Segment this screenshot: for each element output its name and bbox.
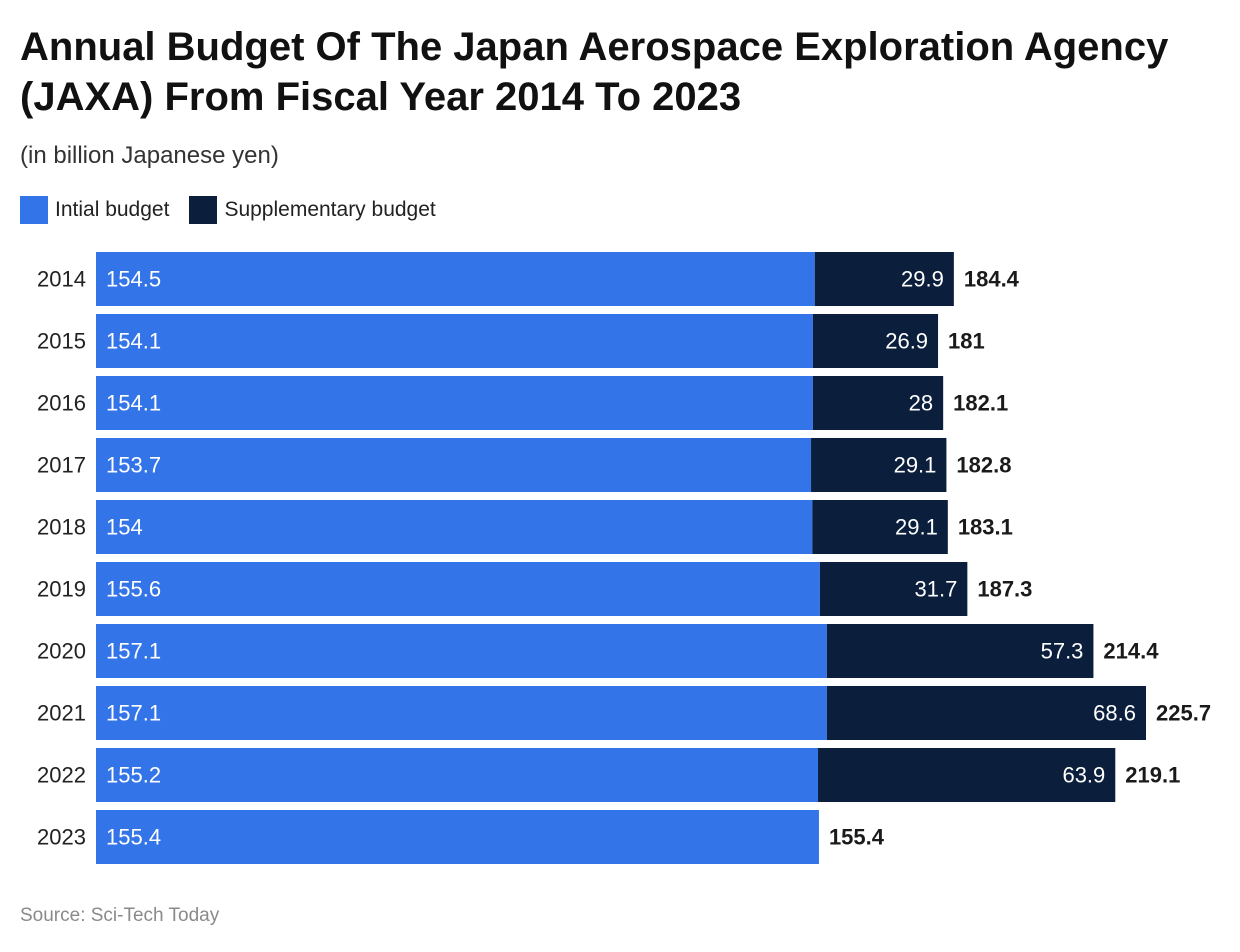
total-label: 225.7 — [1156, 701, 1211, 726]
bar-supplementary — [826, 624, 1094, 678]
bar-chart: 2014 154.5 29.9 184.4 2015 154.1 26.9 181 2016 15… — [37, 252, 1211, 864]
chart-subtitle: (in billion Japanese yen) — [20, 142, 279, 169]
bar-initial — [96, 438, 812, 492]
total-label: 187.3 — [977, 577, 1032, 602]
total-label: 184.4 — [964, 267, 1020, 292]
total-label: 183.1 — [958, 515, 1013, 540]
bar-supplementary-label: 63.9 — [1062, 763, 1105, 788]
category-label: 2015 — [37, 329, 86, 354]
bar-supplementary — [812, 376, 944, 430]
bar-supplementary — [812, 314, 939, 368]
total-label: 181 — [948, 329, 985, 354]
bar-supplementary — [811, 438, 947, 492]
bar-initial — [96, 500, 813, 554]
category-label: 2016 — [37, 391, 86, 416]
bar-initial-label: 155.4 — [106, 825, 161, 850]
category-label: 2018 — [37, 515, 86, 540]
legend-item-supplementary: Supplementary budget — [189, 196, 436, 224]
category-label: 2023 — [37, 825, 86, 850]
total-label: 219.1 — [1125, 763, 1180, 788]
category-label: 2014 — [37, 267, 86, 292]
category-label: 2019 — [37, 577, 86, 602]
bar-supplementary-label: 31.7 — [915, 577, 958, 602]
chart-title: Annual Budget Of The Japan Aerospace Exp… — [20, 25, 1169, 119]
bar-initial-label: 154 — [106, 515, 143, 540]
bar-initial — [96, 376, 813, 430]
bar-initial-label: 154.1 — [106, 329, 161, 354]
bar-initial-label: 155.6 — [106, 577, 161, 602]
bar-supplementary — [812, 500, 948, 554]
category-label: 2022 — [37, 763, 86, 788]
bar-supplementary — [814, 252, 954, 306]
source-note: Source: Sci-Tech Today — [20, 905, 220, 926]
total-label: 182.8 — [956, 453, 1011, 478]
bar-initial-label: 154.5 — [106, 267, 161, 292]
bar-initial-label: 157.1 — [106, 701, 161, 726]
legend-item-initial: Intial budget — [20, 196, 169, 224]
bar-supplementary-label: 57.3 — [1041, 639, 1084, 664]
bar-initial-label: 157.1 — [106, 639, 161, 664]
bar-initial — [96, 314, 813, 368]
bar-initial — [96, 624, 827, 678]
legend-swatch-supplementary — [189, 196, 218, 224]
bar-initial — [96, 252, 815, 306]
legend-swatch-initial — [20, 196, 48, 224]
bar-supplementary-label: 28 — [909, 391, 933, 416]
bar-supplementary-label: 68.6 — [1093, 701, 1136, 726]
total-label: 214.4 — [1103, 639, 1159, 664]
bar-initial — [96, 686, 827, 740]
legend: Intial budget Supplementary budget — [20, 196, 456, 224]
legend-label-initial: Intial budget — [55, 198, 170, 221]
bar-supplementary — [818, 748, 1116, 802]
bar-supplementary-label: 29.1 — [894, 453, 937, 478]
bar-initial-label: 154.1 — [106, 391, 161, 416]
bar-supplementary — [819, 562, 968, 616]
total-label: 182.1 — [953, 391, 1008, 416]
bar-supplementary-label: 26.9 — [885, 329, 928, 354]
bar-supplementary-label: 29.9 — [901, 267, 944, 292]
category-label: 2021 — [37, 701, 86, 726]
bar-initial-label: 153.7 — [106, 453, 161, 478]
bar-initial — [96, 748, 819, 802]
category-label: 2020 — [37, 639, 86, 664]
bar-supplementary — [826, 686, 1146, 740]
category-label: 2017 — [37, 453, 86, 478]
bar-initial-label: 155.2 — [106, 763, 161, 788]
total-label: 155.4 — [829, 825, 885, 850]
legend-label-supplementary: Supplementary budget — [224, 198, 436, 221]
bar-supplementary-label: 29.1 — [895, 515, 938, 540]
bar-initial — [96, 810, 819, 864]
bar-initial — [96, 562, 820, 616]
